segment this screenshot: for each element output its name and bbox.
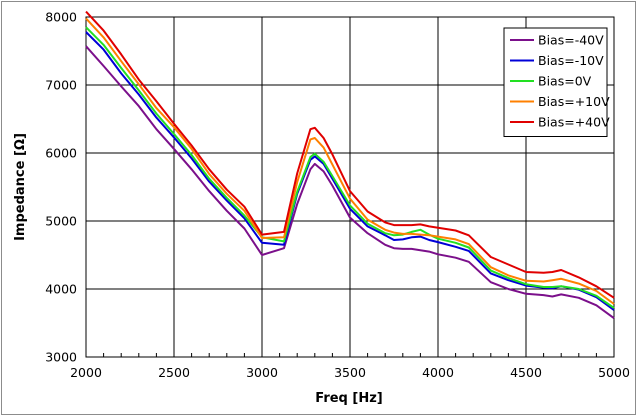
legend-box — [503, 27, 608, 137]
series-line-bias-10v — [85, 31, 615, 311]
series-line-bias-10v — [85, 17, 615, 305]
x-tick-label: 4000 — [422, 365, 454, 380]
x-minor-ticks — [103, 353, 597, 357]
y-tick-label: 3000 — [45, 350, 77, 365]
x-tick-label: 2500 — [158, 365, 190, 380]
x-tick-labels: 2000 2500 3000 3500 4000 4500 5000 — [70, 365, 630, 380]
y-tick-label: 7000 — [45, 78, 77, 93]
series-line-bias-0v — [85, 26, 615, 309]
series-line-bias-40v — [85, 45, 615, 320]
y-tick-label: 5000 — [45, 214, 77, 229]
y-tick-label: 4000 — [45, 282, 77, 297]
legend-label: Bias=0V — [538, 74, 592, 89]
y-axis-title: Impedance [Ω] — [13, 133, 28, 241]
x-tick-label: 5000 — [598, 365, 630, 380]
x-tick-label: 3000 — [246, 365, 278, 380]
series-line-bias-40v — [85, 10, 615, 299]
legend-label: Bias=-10V — [538, 53, 604, 68]
x-tick-label: 3500 — [334, 365, 366, 380]
x-tick-label: 4500 — [510, 365, 542, 380]
y-tick-label: 8000 — [45, 10, 77, 25]
y-tick-labels: 3000 4000 5000 6000 7000 8000 — [45, 10, 77, 365]
x-tick-label: 2000 — [70, 365, 102, 380]
legend-label: Bias=+10V — [538, 94, 610, 109]
x-axis-title: Freq [Hz] — [315, 391, 382, 406]
y-tick-label: 6000 — [45, 146, 77, 161]
legend-label: Bias=+40V — [538, 115, 610, 130]
series-lines — [85, 10, 615, 320]
legend[interactable]: Bias=-40V Bias=-10V Bias=0V Bias=+10V Bias=+… — [503, 27, 610, 137]
legend-label: Bias=-40V — [538, 33, 604, 48]
